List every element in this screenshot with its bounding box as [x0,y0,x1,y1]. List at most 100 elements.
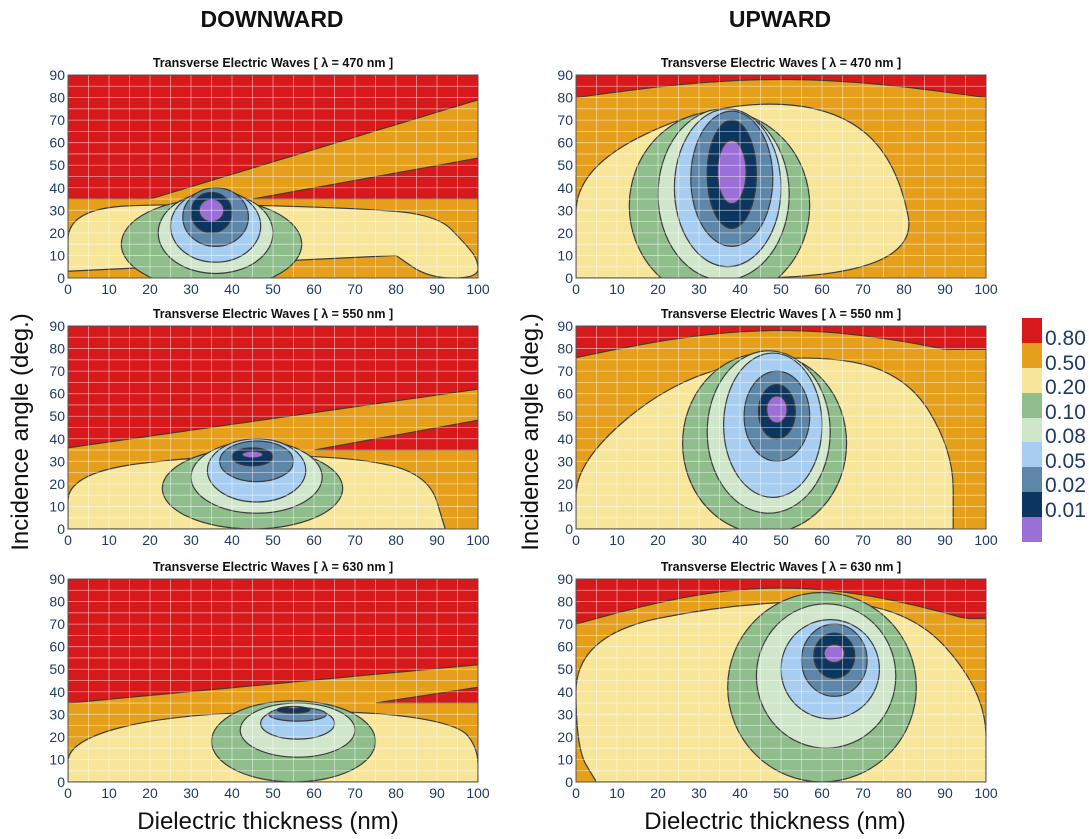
contour-panel-downward-550: Transverse Electric Waves [ λ = 550 nm ]… [40,306,490,552]
x-tick-label: 20 [142,281,158,297]
colorbar-level-label: 0.02 [1045,474,1086,497]
y-tick-label: 60 [49,639,65,655]
x-tick-label: 10 [101,532,117,548]
y-tick-label: 60 [557,386,573,402]
x-tick-label: 0 [572,785,580,801]
colorbar-level-label: 0.05 [1045,449,1086,473]
downward-heading: DOWNWARD [200,6,344,32]
x-tick-label: 70 [855,785,871,801]
x-tick-label: 20 [650,281,666,297]
x-tick-label: 50 [265,785,281,801]
x-tick-label: 70 [855,532,871,548]
x-tick-label: 70 [855,281,871,297]
level-min-region [766,395,788,424]
x-tick-label: 20 [650,785,666,801]
y-tick-label: 70 [557,112,573,128]
y-tick-label: 10 [49,498,65,514]
plot-frame [67,578,479,783]
y-tick-label: 30 [557,706,573,722]
grid [68,326,478,529]
y-tick-label: 40 [557,684,573,700]
grid [576,579,986,782]
y-tick-label: 0 [57,270,65,286]
colorbar-level-label: 0.10 [1045,400,1086,424]
colorbar-level-label: 0.08 [1045,425,1086,448]
panel-title: Transverse Electric Waves [ λ = 550 nm ] [661,307,901,321]
x-tick-label: 50 [773,785,789,801]
x-tick-label: 90 [429,281,445,297]
x-tick-label: 10 [101,281,117,297]
x-tick-label: 40 [732,281,748,297]
colorbar-swatch [1022,318,1042,343]
x-tick-label: 10 [609,785,625,801]
x-axis-label-right: Dielectric thickness (nm) [644,808,906,835]
plot-frame [67,325,479,530]
y-tick-label: 0 [57,521,65,537]
y-tick-label: 50 [557,661,573,677]
y-tick-label: 30 [49,706,65,722]
y-tick-label: 0 [565,270,573,286]
y-tick-label: 20 [557,476,573,492]
x-tick-label: 0 [572,532,580,548]
x-tick-label: 60 [306,785,322,801]
x-tick-label: 100 [466,532,490,548]
y-tick-label: 80 [49,341,65,357]
x-tick-label: 10 [609,281,625,297]
y-tick-label: 10 [49,751,65,767]
x-tick-label: 100 [974,785,998,801]
x-tick-label: 80 [388,785,404,801]
y-tick-label: 60 [557,135,573,151]
x-tick-label: 30 [183,532,199,548]
x-tick-label: 90 [937,532,953,548]
y-tick-label: 30 [49,453,65,469]
x-tick-label: 40 [732,785,748,801]
panel-title: Transverse Electric Waves [ λ = 470 nm ] [153,56,393,70]
panel-title: Transverse Electric Waves [ λ = 630 nm ] [153,560,393,574]
colorbar-level-label: 0.80 [1045,327,1086,350]
x-tick-label: 80 [896,281,912,297]
y-tick-label: 70 [557,363,573,379]
upward-heading: UPWARD [728,6,832,32]
y-tick-label: 0 [565,521,573,537]
contour-svg: Transverse Electric Waves [ λ = 630 nm ]… [49,560,490,801]
x-tick-label: 30 [183,785,199,801]
colorbar-swatch [1022,342,1042,368]
y-tick-label: 60 [49,135,65,151]
y-tick-label: 90 [557,67,573,83]
plot-frame [575,578,987,783]
contour-svg: Transverse Electric Waves [ λ = 470 nm ]… [49,56,489,297]
colorbar-level-label: 0.20 [1045,376,1086,399]
plot-frame [575,325,987,530]
y-tick-label: 30 [557,453,573,469]
x-tick-label: 90 [429,785,445,801]
x-tick-label: 20 [142,785,158,801]
contour-panel-upward-550: Transverse Electric Waves [ λ = 550 nm ]… [548,306,998,552]
grid [576,326,986,529]
y-tick-label: 50 [557,157,573,173]
x-tick-label: 0 [64,532,72,548]
x-tick-label: 40 [224,532,240,548]
x-tick-label: 60 [306,281,322,297]
colorbar [1022,318,1042,542]
plot-frame [575,74,987,279]
x-tick-label: 90 [937,281,953,297]
x-tick-label: 60 [814,281,830,297]
y-tick-label: 40 [49,180,65,196]
contour-svg: Transverse Electric Waves [ λ = 470 nm ]… [557,56,997,297]
y-tick-label: 70 [49,363,65,379]
panel-title: Transverse Electric Waves [ λ = 630 nm ] [661,560,901,574]
x-tick-label: 40 [224,281,240,297]
y-tick-label: 90 [49,67,65,83]
x-tick-label: 30 [183,281,199,297]
y-tick-label: 40 [49,684,65,700]
colorbar-swatch [1022,467,1042,493]
y-tick-label: 20 [49,476,65,492]
x-tick-label: 10 [101,785,117,801]
grid [68,75,478,278]
x-tick-label: 10 [609,532,625,548]
x-tick-label: 50 [773,532,789,548]
x-tick-label: 100 [466,785,490,801]
colorbar-swatch [1022,442,1042,468]
y-tick-label: 30 [49,202,65,218]
y-tick-label: 80 [557,341,573,357]
